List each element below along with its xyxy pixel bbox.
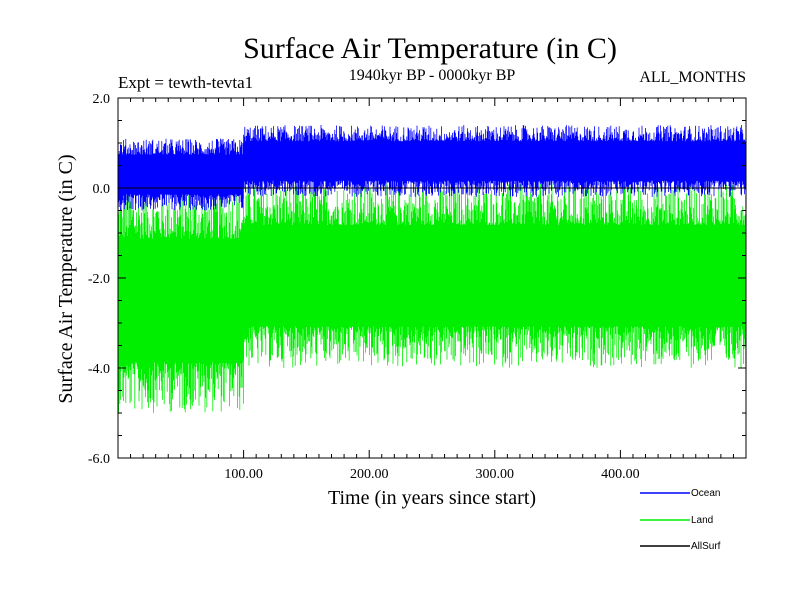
series-band-ocean — [117, 125, 747, 211]
legend-item-land: Land — [640, 515, 713, 526]
legend-label: Ocean — [691, 488, 720, 499]
x-tick-label: 400.00 — [601, 467, 640, 482]
y-tick-label: 0.0 — [93, 182, 111, 197]
legend-item-allsurf: AllSurf — [640, 541, 721, 552]
x-tick-label: 300.00 — [476, 467, 515, 482]
x-tick-label: 200.00 — [350, 467, 389, 482]
y-tick-label: -2.0 — [88, 272, 110, 287]
chart-title: Surface Air Temperature (in C) — [243, 32, 617, 65]
legend-label: Land — [691, 515, 713, 526]
chart-subtitle: 1940kyr BP - 0000kyr BP — [349, 67, 516, 84]
plot-area — [117, 125, 747, 413]
x-axis-label: Time (in years since start) — [328, 487, 536, 509]
y-axis-label: Surface Air Temperature (in C) — [55, 154, 77, 403]
series-land — [117, 183, 747, 413]
series-ocean — [117, 125, 747, 211]
y-tick-label: -4.0 — [88, 362, 110, 377]
y-tick-label: 2.0 — [93, 92, 111, 107]
legend: Ocean Land AllSurf — [640, 488, 721, 552]
legend-label: AllSurf — [691, 541, 721, 552]
series-band-land — [117, 183, 747, 413]
y-tick-label: -6.0 — [88, 452, 110, 467]
axes: 100.00 200.00 300.00 400.00 2.0 0.0 -2.0 -4.0 -6… — [88, 92, 747, 482]
months-label: ALL_MONTHS — [639, 69, 746, 86]
x-tick-label: 100.00 — [224, 467, 263, 482]
legend-item-ocean: Ocean — [640, 488, 720, 499]
expt-label: Expt = tewth-tevta1 — [118, 73, 253, 92]
